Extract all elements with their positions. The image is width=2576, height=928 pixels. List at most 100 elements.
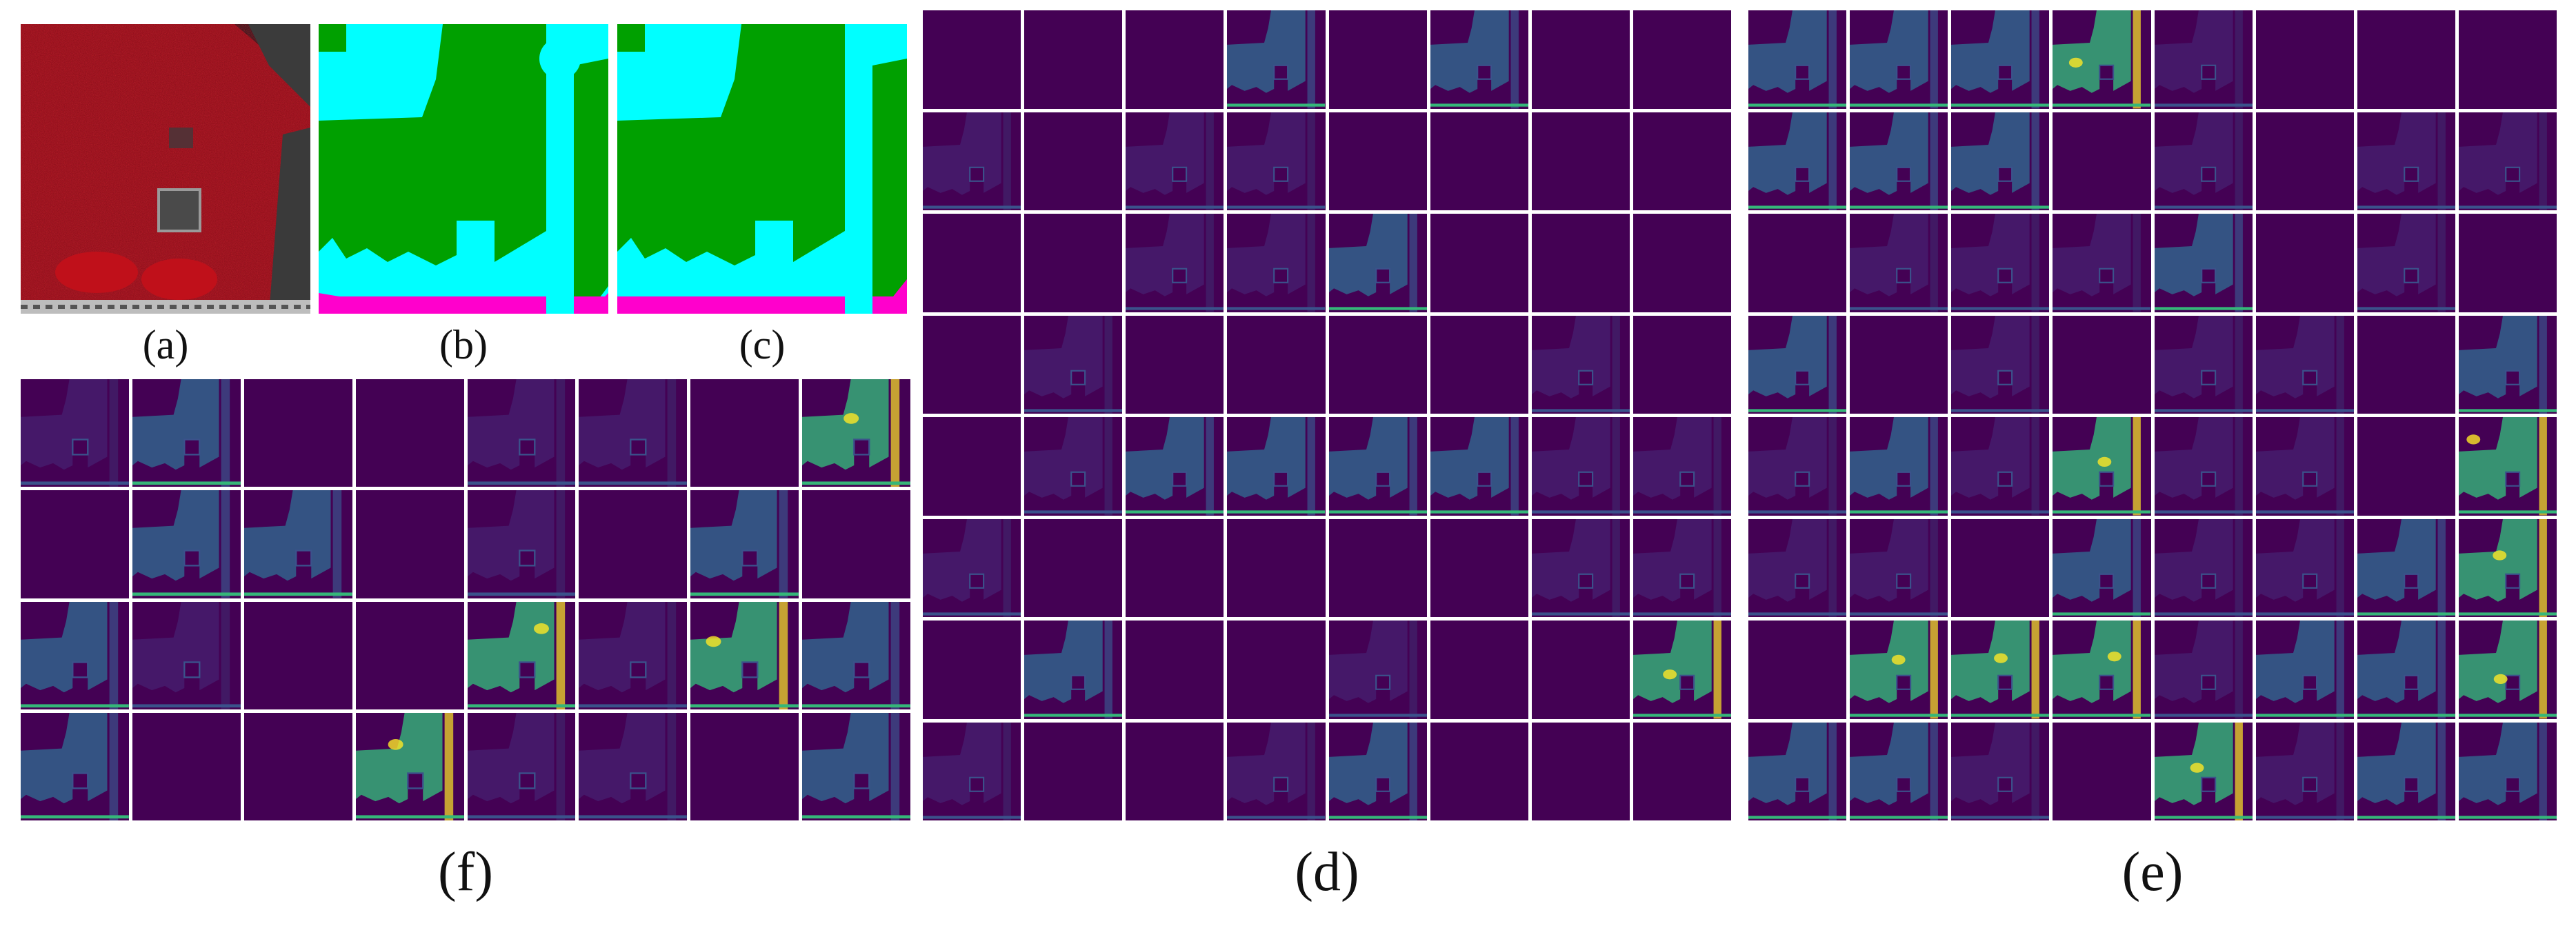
feature-map-tile — [1531, 315, 1630, 414]
feature-map-tile — [1748, 417, 1847, 516]
feature-map-tile — [1126, 417, 1224, 516]
feature-map-tile — [802, 379, 910, 487]
feature-map-tile — [1126, 10, 1224, 109]
feature-map-tile — [1024, 10, 1123, 109]
feature-map-tile — [1227, 315, 1326, 414]
feature-map-tile — [923, 315, 1021, 414]
feature-map-tile — [2154, 722, 2253, 820]
feature-map-tile — [355, 712, 464, 820]
feature-map-tile — [1850, 315, 1948, 414]
feature-map-tile — [355, 379, 464, 487]
feature-map-tile — [1633, 112, 1731, 210]
feature-map-tile — [21, 379, 129, 487]
feature-map-tile — [1850, 112, 1948, 210]
feature-map-tile — [2255, 112, 2354, 210]
feature-map-tile — [1748, 518, 1847, 617]
feature-map-tile — [923, 112, 1021, 210]
feature-map-tile — [802, 490, 910, 598]
feature-map-tile — [1951, 214, 2050, 312]
feature-map-tile — [1328, 621, 1427, 719]
feature-map-tile — [2458, 621, 2557, 719]
feature-map-tile — [2357, 722, 2455, 820]
panel-a-label: (a) — [142, 322, 189, 367]
feature-map-tile — [1227, 10, 1326, 109]
feature-map-tile — [579, 490, 688, 598]
feature-map-tile — [2154, 112, 2253, 210]
panel-e-feature-grid — [1748, 10, 2557, 820]
feature-map-tile — [467, 601, 576, 709]
feature-map-tile — [2255, 518, 2354, 617]
feature-map-tile — [579, 712, 688, 820]
feature-map-tile — [1024, 518, 1123, 617]
panel-f-label: (f) — [438, 842, 493, 902]
feature-map-tile — [243, 712, 352, 820]
feature-map-tile — [132, 379, 241, 487]
feature-map-tile — [1633, 722, 1731, 820]
feature-map-tile — [2458, 518, 2557, 617]
feature-map-tile — [2357, 417, 2455, 516]
feature-map-tile — [2053, 518, 2151, 617]
feature-map-tile — [355, 490, 464, 598]
feature-map-tile — [579, 379, 688, 487]
feature-map-tile — [1951, 10, 2050, 109]
feature-map-tile — [1531, 10, 1630, 109]
feature-map-tile — [1227, 621, 1326, 719]
feature-map-tile — [2053, 722, 2151, 820]
feature-map-tile — [1227, 112, 1326, 210]
feature-map-tile — [1748, 722, 1847, 820]
feature-map-tile — [1430, 621, 1528, 719]
feature-map-tile — [2154, 315, 2253, 414]
feature-map-tile — [1024, 417, 1123, 516]
panel-b-segmentation — [319, 24, 608, 314]
feature-map-tile — [2357, 10, 2455, 109]
feature-map-tile — [2458, 112, 2557, 210]
feature-map-tile — [1024, 722, 1123, 820]
feature-map-tile — [1850, 722, 1948, 820]
feature-map-tile — [1126, 214, 1224, 312]
feature-map-tile — [1531, 621, 1630, 719]
feature-map-tile — [1633, 621, 1731, 719]
panel-d-label: (d) — [1295, 842, 1359, 902]
feature-map-tile — [1633, 417, 1731, 516]
feature-map-tile — [1748, 112, 1847, 210]
feature-map-tile — [2255, 315, 2354, 414]
feature-map-tile — [1430, 722, 1528, 820]
feature-map-tile — [243, 379, 352, 487]
segmentation-map-icon — [319, 24, 608, 314]
feature-map-tile — [1531, 214, 1630, 312]
feature-map-tile — [1328, 417, 1427, 516]
feature-map-tile — [2357, 112, 2455, 210]
feature-map-tile — [2053, 417, 2151, 516]
feature-map-tile — [1126, 722, 1224, 820]
feature-map-tile — [1850, 10, 1948, 109]
feature-map-tile — [923, 417, 1021, 516]
feature-map-tile — [690, 712, 799, 820]
feature-map-tile — [1633, 518, 1731, 617]
feature-map-tile — [2053, 315, 2151, 414]
feature-map-tile — [2255, 621, 2354, 719]
panel-c-segmentation — [617, 24, 907, 314]
feature-map-tile — [2154, 518, 2253, 617]
feature-map-tile — [923, 518, 1021, 617]
feature-map-tile — [1024, 621, 1123, 719]
feature-map-tile — [1430, 214, 1528, 312]
feature-map-tile — [923, 621, 1021, 719]
feature-map-tile — [1951, 518, 2050, 617]
feature-map-tile — [2154, 214, 2253, 312]
feature-map-tile — [1227, 214, 1326, 312]
panel-b-label: (b) — [439, 322, 488, 367]
feature-map-tile — [1748, 10, 1847, 109]
feature-map-tile — [2458, 214, 2557, 312]
feature-map-tile — [1850, 214, 1948, 312]
feature-map-tile — [2154, 417, 2253, 516]
feature-map-tile — [1328, 112, 1427, 210]
feature-map-tile — [923, 214, 1021, 312]
feature-map-tile — [1024, 315, 1123, 414]
feature-map-tile — [2458, 10, 2557, 109]
feature-map-tile — [467, 379, 576, 487]
feature-map-tile — [2458, 722, 2557, 820]
feature-map-tile — [1951, 112, 2050, 210]
feature-map-tile — [1748, 214, 1847, 312]
feature-map-tile — [1850, 621, 1948, 719]
panel-d-feature-grid — [923, 10, 1731, 820]
